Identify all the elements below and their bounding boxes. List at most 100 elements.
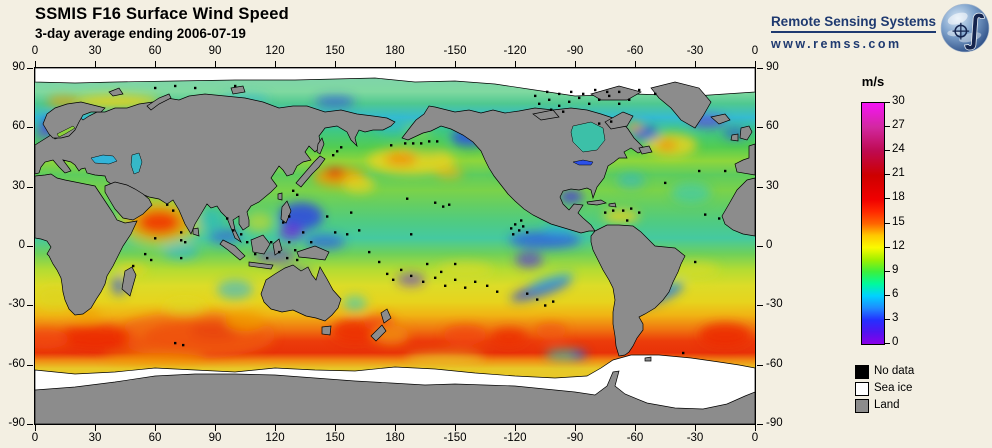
landmass-sri-lanka (192, 227, 200, 237)
landmass-iceland (710, 113, 731, 125)
colorbar-tick-label: 30 (892, 95, 905, 107)
no-data-speckle (544, 304, 547, 307)
wind-feature (528, 272, 574, 291)
no-data-speckle (578, 96, 581, 100)
no-data-speckle (570, 90, 573, 94)
no-data-speckle (182, 343, 185, 347)
landmass-ireland (730, 133, 739, 142)
lon-label-top: -120 (503, 45, 527, 57)
lon-label-top: 60 (148, 45, 162, 57)
land-layer (35, 81, 755, 424)
lon-tick-top (155, 61, 156, 67)
lat-label-left: -30 (8, 298, 25, 311)
no-data-speckle (628, 98, 631, 101)
colorbar-tick (885, 150, 890, 151)
legend-swatch-land (855, 399, 869, 413)
wind-feature (535, 323, 567, 339)
no-data-speckle (368, 250, 371, 254)
lon-tick-top (95, 61, 96, 67)
no-data-speckle (420, 142, 423, 145)
lat-tick-right (757, 305, 763, 307)
lon-label-bottom: -150 (443, 432, 467, 444)
wind-feature (385, 152, 417, 166)
landmass-iberia-france-edge (734, 143, 755, 176)
no-data-speckle (400, 268, 403, 272)
no-data-speckle (180, 256, 183, 260)
no-data-speckle (448, 203, 451, 206)
no-data-speckle (526, 292, 529, 295)
no-data-speckle (548, 98, 551, 101)
no-data-speckle (340, 146, 343, 149)
no-data-speckle (518, 229, 521, 232)
wind-feature (515, 251, 543, 268)
no-data-speckle (436, 140, 439, 143)
no-data-speckle (618, 90, 621, 94)
landmass-west-africa-edge (721, 177, 755, 237)
no-data-speckle (254, 252, 257, 256)
no-data-speckle (234, 84, 237, 88)
wind-feature (671, 182, 711, 203)
legend-label: Sea ice (874, 382, 913, 394)
brand-url-link[interactable]: www.remss.com (770, 37, 902, 51)
no-data-speckle (724, 169, 727, 173)
wind-field-layer (35, 93, 751, 365)
landmass-sumatra (219, 239, 246, 261)
landmass-great-britain (739, 125, 753, 141)
no-data-speckle (526, 231, 529, 234)
landmass-arabia (104, 181, 153, 221)
legend-swatch-sea-ice (855, 382, 869, 396)
no-data-speckle (294, 249, 297, 252)
colorbar-tick-label: 24 (892, 143, 905, 155)
landmass-japan (295, 155, 326, 188)
no-data-speckle (558, 92, 561, 96)
wind-feature (325, 168, 345, 178)
wind-feature (225, 311, 265, 332)
lon-tick-bottom (35, 425, 36, 431)
wind-feature (35, 329, 69, 349)
lon-tick-top (395, 61, 396, 67)
no-data-speckle (266, 256, 269, 260)
branding-block: Remote Sensing Systems www.remss.com (770, 14, 936, 51)
no-data-speckle (286, 256, 289, 260)
lon-label-bottom: 30 (88, 432, 102, 444)
no-data-speckle (588, 102, 591, 105)
lon-label-bottom: -30 (686, 432, 704, 444)
colorbar-tick-label: 3 (892, 312, 899, 324)
wind-feature (509, 231, 581, 250)
landmass-new-guinea (296, 245, 330, 261)
colorbar-tick (885, 295, 890, 296)
no-data-speckle (474, 280, 477, 283)
lon-label-bottom: -90 (566, 432, 584, 444)
baltic-sea (56, 125, 76, 138)
no-data-speckle (412, 142, 415, 145)
no-data-speckle (180, 231, 183, 234)
inland-seas-layer (56, 121, 606, 175)
wind-feature (491, 328, 527, 346)
no-data-speckle (404, 142, 407, 145)
landmass-novaya-zemlya (146, 93, 172, 111)
lat-tick-left (27, 127, 33, 129)
wind-feature (617, 172, 645, 189)
no-data-speckle (270, 241, 273, 244)
no-data-speckle (464, 286, 467, 289)
wind-feature (405, 352, 485, 365)
no-data-speckle (582, 92, 585, 96)
no-data-speckle (514, 223, 517, 226)
no-data-speckle (536, 298, 539, 301)
lon-label-top: 30 (88, 45, 102, 57)
wind-feature (407, 139, 447, 155)
colorbar-tick (885, 126, 890, 127)
no-data-speckle (664, 181, 667, 185)
lon-tick-bottom (755, 425, 756, 431)
lon-tick-bottom (395, 425, 396, 431)
wind-feature (163, 244, 199, 260)
no-data-speckle (598, 98, 601, 101)
no-data-speckle (606, 90, 609, 94)
no-data-speckle (568, 100, 571, 103)
no-data-speckle (184, 241, 187, 244)
lat-label-right: 90 (766, 61, 779, 73)
no-data-speckle (292, 189, 295, 192)
lat-tick-left (27, 424, 33, 425)
lat-tick-left (27, 364, 33, 366)
wind-feature (165, 299, 205, 316)
